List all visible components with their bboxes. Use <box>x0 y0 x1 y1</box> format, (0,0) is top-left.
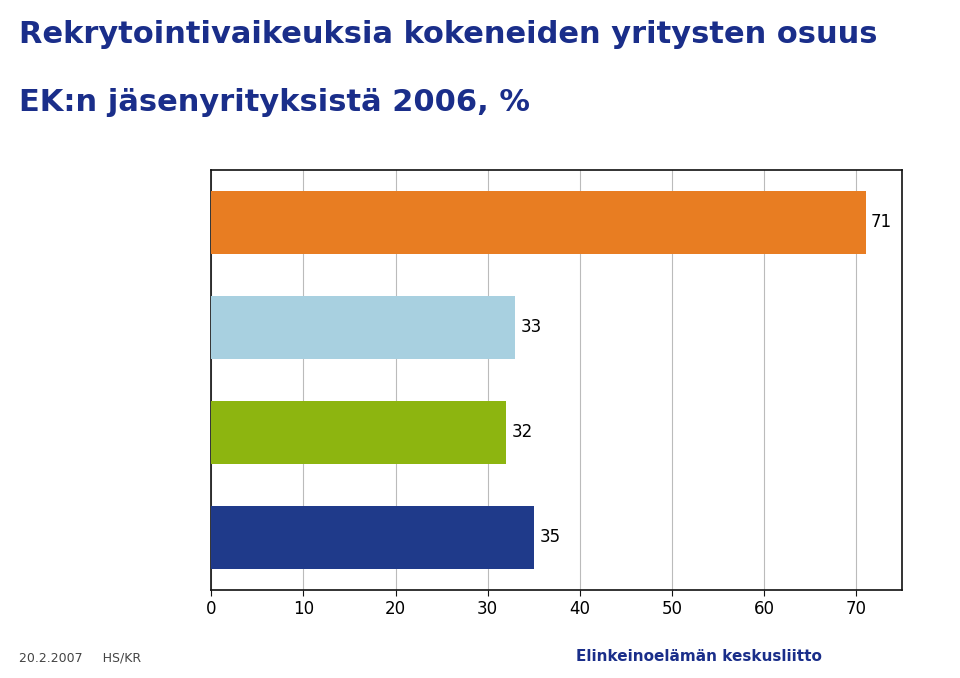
Text: EK:n jäsenyrityksistä 2006, %: EK:n jäsenyrityksistä 2006, % <box>19 88 530 117</box>
Bar <box>211 506 534 569</box>
Text: 71: 71 <box>871 213 892 231</box>
Text: Elinkeinoelämän keskusliitto: Elinkeinoelämän keskusliitto <box>576 650 822 664</box>
Text: Rekrytointivaikeuksia kokeneiden yritysten osuus: Rekrytointivaikeuksia kokeneiden yrityst… <box>19 20 877 49</box>
Text: 20.2.2007     HS/KR: 20.2.2007 HS/KR <box>19 652 141 664</box>
Bar <box>211 401 506 464</box>
Text: 33: 33 <box>521 318 542 336</box>
Bar <box>211 191 866 254</box>
Text: 35: 35 <box>540 528 561 546</box>
Text: 32: 32 <box>512 423 533 441</box>
Bar <box>211 296 516 359</box>
